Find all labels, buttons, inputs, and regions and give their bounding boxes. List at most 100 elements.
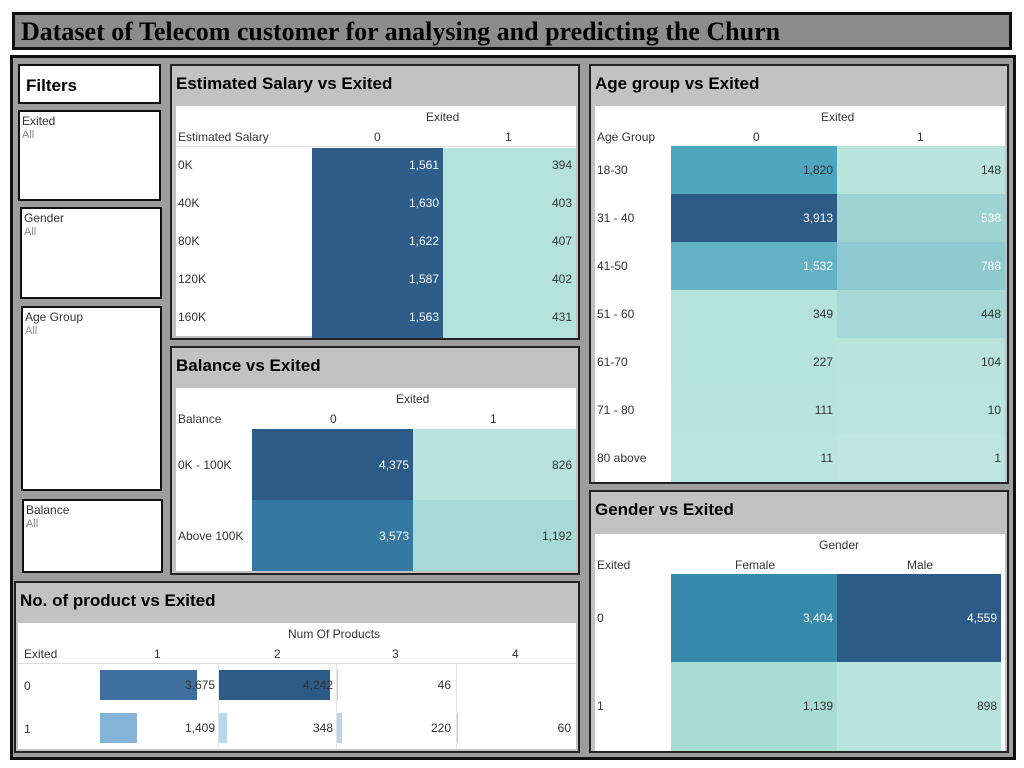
- balance-col-1: 1: [490, 412, 497, 426]
- age-value: 1,820: [802, 163, 833, 177]
- age-row-label: 61-70: [597, 355, 628, 369]
- age-row-label: 41-50: [597, 259, 628, 273]
- balance-cell: [413, 429, 576, 500]
- gender-row-label: 0: [597, 611, 604, 625]
- salary-value: 402: [551, 272, 572, 286]
- balance-table: Exited Balance 0 1 0K - 100K 4,375 826 A…: [176, 388, 576, 571]
- age-cell: [671, 194, 837, 242]
- gender-value: 3,404: [802, 611, 833, 625]
- products-col-2: 2: [274, 647, 281, 661]
- product-value: 60: [557, 721, 571, 735]
- age-cell: [671, 338, 837, 386]
- salary-value: 1,630: [408, 196, 439, 210]
- age-row-label: 31 - 40: [597, 211, 635, 225]
- age-row-header: Age Group: [597, 130, 656, 144]
- products-panel-title: No. of product vs Exited: [20, 591, 216, 610]
- filter-exited-label: Exited: [22, 114, 56, 128]
- products-col-4: 4: [512, 647, 519, 661]
- product-value: 220: [430, 721, 451, 735]
- salary-col-1: 1: [505, 130, 512, 144]
- age-value: 104: [980, 355, 1001, 369]
- balance-row-label: Above 100K: [178, 529, 244, 543]
- filters-header: Filters: [18, 64, 161, 104]
- products-col-1: 1: [154, 647, 161, 661]
- product-bar: [336, 670, 338, 700]
- age-cell: [837, 242, 1005, 290]
- balance-value: 4,375: [378, 458, 409, 472]
- salary-value: 407: [551, 234, 572, 248]
- filter-balance-value[interactable]: All: [26, 518, 39, 530]
- balance-value: 3,573: [378, 529, 409, 543]
- age-cell: [837, 434, 1005, 482]
- salary-row-header: Estimated Salary: [178, 130, 269, 144]
- gender-table: Gender Exited Female Male 0 3,404 4,559 …: [595, 534, 1005, 751]
- balance-cell: [413, 500, 576, 571]
- age-cell: [837, 146, 1005, 194]
- salary-value: 1,587: [408, 272, 439, 286]
- salary-col1-cells: [443, 148, 576, 338]
- age-col-group: Exited: [821, 110, 855, 124]
- filter-exited[interactable]: Exited All: [18, 110, 161, 201]
- salary-table: Exited Estimated Salary 0 1 0K 1,561 394…: [176, 106, 576, 338]
- age-cell: [671, 242, 837, 290]
- salary-panel: Estimated Salary vs Exited Exited Estima…: [170, 64, 580, 340]
- gender-col-1: Male: [907, 558, 934, 572]
- filter-age-group-label: Age Group: [25, 310, 84, 324]
- product-col-divider: [336, 664, 337, 749]
- balance-panel: Balance vs Exited Exited Balance 0 1 0K …: [170, 346, 580, 575]
- filter-exited-value[interactable]: All: [22, 129, 35, 141]
- product-col-divider: [456, 664, 457, 749]
- product-value: 4,242: [302, 678, 333, 692]
- age-value: 3,913: [802, 211, 833, 225]
- salary-col-group: Exited: [426, 110, 460, 124]
- balance-panel-title: Balance vs Exited: [176, 356, 321, 375]
- age-cell: [837, 290, 1005, 338]
- age-cell: [671, 434, 837, 482]
- gender-col-0: Female: [735, 558, 776, 572]
- dashboard-title: Dataset of Telecom customer for analysin…: [21, 17, 781, 46]
- gender-cell: [671, 662, 837, 751]
- product-bar: [456, 713, 458, 743]
- products-row-label: 0: [24, 679, 31, 693]
- age-row-label: 71 - 80: [597, 403, 635, 417]
- gender-value: 898: [976, 699, 997, 713]
- filter-balance[interactable]: Balance All: [22, 499, 163, 573]
- age-panel-title: Age group vs Exited: [595, 74, 760, 93]
- age-row-label: 80 above: [597, 451, 647, 465]
- title-bar: Dataset of Telecom customer for analysin…: [12, 12, 1012, 50]
- salary-panel-title: Estimated Salary vs Exited: [176, 74, 393, 93]
- filter-balance-label: Balance: [26, 503, 70, 517]
- filter-age-group-value[interactable]: All: [25, 325, 38, 337]
- balance-value: 1,192: [541, 529, 572, 543]
- age-cell: [671, 146, 837, 194]
- age-value: 1: [994, 451, 1001, 465]
- salary-row-label: 160K: [178, 310, 207, 324]
- balance-value: 826: [551, 458, 572, 472]
- gender-cell: [837, 574, 1001, 662]
- product-col-divider: [218, 664, 219, 749]
- product-bar: [218, 713, 227, 743]
- balance-col-group: Exited: [396, 392, 430, 406]
- salary-value: 1,563: [408, 310, 439, 324]
- age-value: 10: [987, 403, 1001, 417]
- filter-gender[interactable]: Gender All: [20, 207, 162, 299]
- product-value: 46: [437, 678, 451, 692]
- age-cell: [837, 386, 1005, 434]
- products-row-label: 1: [24, 722, 31, 736]
- balance-cell: [252, 500, 413, 571]
- balance-cell: [252, 429, 413, 500]
- age-col-1: 1: [917, 130, 924, 144]
- filter-gender-label: Gender: [24, 211, 65, 225]
- age-value: 1,532: [802, 259, 833, 273]
- age-cell: [837, 338, 1005, 386]
- gender-cell: [671, 574, 837, 662]
- age-value: 349: [812, 307, 833, 321]
- age-col-0: 0: [753, 130, 760, 144]
- filter-gender-value[interactable]: All: [24, 226, 37, 238]
- age-table: Exited Age Group 0 1 18-30 1,820 148 31 …: [595, 106, 1005, 482]
- filter-age-group[interactable]: Age Group All: [21, 306, 162, 491]
- age-value: 11: [820, 451, 833, 465]
- salary-row-label: 80K: [178, 234, 200, 248]
- products-col-group: Num Of Products: [288, 627, 381, 641]
- product-value: 3,675: [184, 678, 215, 692]
